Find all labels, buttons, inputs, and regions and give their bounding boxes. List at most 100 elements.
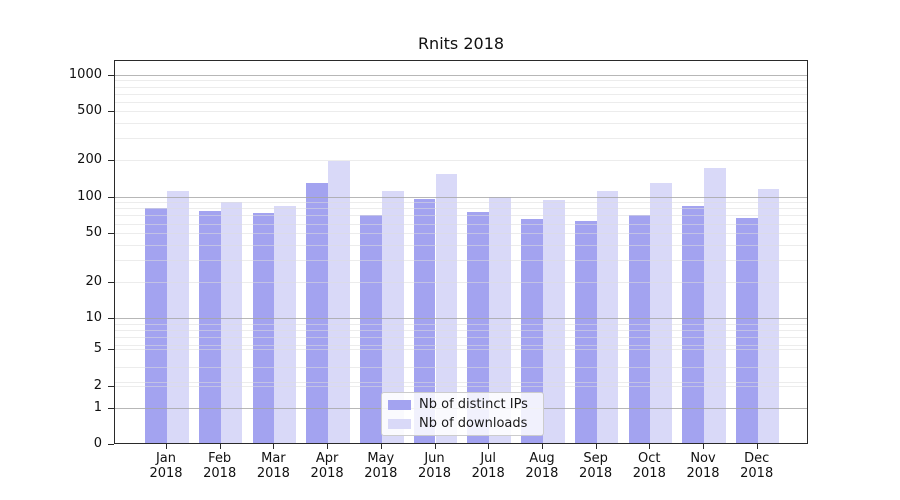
bar-downloads-apr [328,161,350,443]
x-tick-label: Jul 2018 [471,451,505,481]
gridline-minor [115,281,807,283]
bar-downloads-dec [757,189,780,443]
gridline-minor [115,215,807,217]
bar-downloads-jul [489,196,511,443]
y-tick-mark [108,407,114,409]
x-tick-label: Mar 2018 [256,451,290,481]
gridline-minor [115,80,807,82]
y-tick-label: 50 [85,225,102,241]
y-tick-label: 2 [93,378,102,393]
y-tick-label: 5 [93,340,102,356]
gridline-minor [115,386,807,387]
y-tick-label: 500 [77,103,102,119]
gridline-minor [115,159,807,161]
legend-swatch-downloads [388,418,411,429]
x-tick-label: Nov 2018 [686,451,720,481]
gridline-minor [115,345,807,347]
legend-item-distinct-ips: Nb of distinct IPs [388,397,535,412]
x-tick-mark [219,444,221,449]
gridline-minor [115,86,807,88]
x-tick-label: Sep 2018 [579,451,613,481]
y-tick-mark [108,196,114,198]
y-tick-label: 0 [93,435,102,451]
legend-label-downloads: Nb of downloads [419,416,528,431]
gridline-minor [115,223,807,225]
x-tick-mark [434,444,436,449]
x-tick-mark [595,444,597,449]
x-tick-mark [488,444,490,449]
x-tick-mark [273,444,275,449]
gridline-minor [115,348,807,350]
bar-distinct-ips-aug [521,219,543,443]
legend: Nb of distinct IPs Nb of downloads [381,392,544,436]
gridline-minor [115,111,807,113]
y-tick-mark [108,386,114,387]
gridline-minor [115,381,807,383]
y-tick-label: 200 [77,151,102,167]
gridline-minor [115,101,807,103]
x-tick-label: Oct 2018 [632,451,666,481]
gridline-minor [115,233,807,235]
y-tick-label: 1000 [68,66,102,82]
gridline-minor [115,260,807,262]
bar-downloads-may [381,190,404,443]
bar-distinct-ips-feb [198,211,221,443]
bar-downloads-sep [596,190,619,443]
gridline-minor [115,208,807,210]
gridline-minor [115,202,807,204]
y-tick-mark [108,348,114,350]
x-tick-label: Feb 2018 [203,451,237,481]
gridline-minor [115,123,807,125]
x-tick-mark [327,444,329,449]
bar-downloads-jan [167,191,189,443]
gridline-major [115,74,807,76]
y-tick-mark [108,74,114,76]
gridline-minor [115,244,807,246]
legend-label-distinct-ips: Nb of distinct IPs [419,397,528,412]
y-tick-label: 10 [85,310,102,326]
bar-distinct-ips-apr [306,182,329,443]
x-tick-mark [166,444,167,449]
plot-area: Nb of distinct IPs Nb of downloads [114,60,808,444]
gridline-minor [115,323,807,325]
x-tick-label: Apr 2018 [310,451,344,481]
bar-distinct-ips-jul [467,211,490,443]
gridline-minor [115,337,807,339]
x-tick-mark [756,444,758,449]
x-tick-label: Jun 2018 [417,451,452,481]
gridline-minor [115,93,807,95]
gridline-minor [115,138,807,140]
gridline-major [115,318,807,320]
x-tick-mark [649,444,651,449]
x-tick-label: Aug 2018 [525,451,559,481]
gridline-minor [115,366,807,368]
y-tick-label: 1 [93,399,102,415]
y-tick-mark [108,111,114,113]
y-tick-mark [108,233,114,235]
y-tick-mark [108,443,114,445]
bar-distinct-ips-sep [574,220,597,443]
y-tick-mark [108,281,114,283]
bar-distinct-ips-jan [145,208,167,443]
bar-downloads-jun [435,174,458,443]
x-tick-label: Dec 2018 [740,451,774,481]
legend-item-downloads: Nb of downloads [388,416,535,431]
y-tick-label: 20 [85,273,102,289]
x-tick-mark [541,444,543,449]
chart-title: Rnits 2018 [417,34,505,53]
x-tick-mark [380,444,382,449]
y-tick-mark [108,159,114,161]
y-tick-mark [108,318,114,320]
bar-downloads-oct [650,182,673,443]
x-tick-label: May 2018 [364,451,398,481]
bar-distinct-ips-mar [252,213,275,443]
x-tick-mark [703,444,704,449]
gridline-minor [115,330,807,332]
gridline-major [115,196,807,198]
x-tick-label: Jan 2018 [149,451,183,481]
y-tick-label: 100 [77,188,102,204]
bar-downloads-nov [704,168,726,443]
legend-swatch-distinct-ips [388,399,411,410]
bar-distinct-ips-oct [628,214,651,443]
